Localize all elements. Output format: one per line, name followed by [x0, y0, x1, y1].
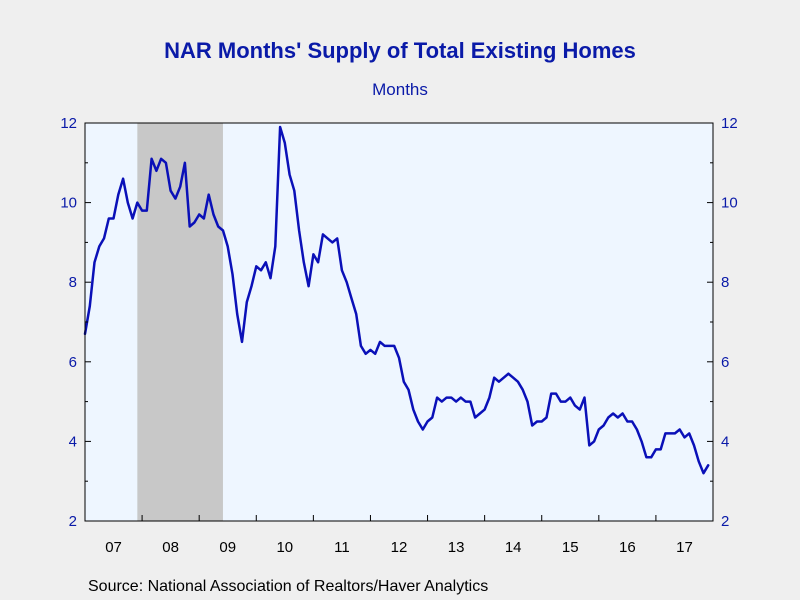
chart-title: NAR Months' Supply of Total Existing Hom…: [164, 38, 636, 63]
y-tick-label-right: 6: [721, 354, 729, 371]
x-tick-label: 13: [448, 539, 465, 556]
y-tick-label-left: 6: [69, 354, 77, 371]
x-tick-label: 11: [334, 539, 350, 556]
y-tick-label-right: 12: [721, 115, 738, 132]
y-tick-label-right: 8: [721, 274, 729, 291]
x-tick-label: 17: [676, 539, 693, 556]
x-tick-label: 16: [619, 539, 636, 556]
x-axis: 07 08 09 10 11 12 13 14 15 16 17: [84, 515, 714, 556]
y-axis-left: 2 4 6 8 10 12: [60, 115, 91, 530]
y-tick-label-left: 8: [69, 274, 77, 291]
y-tick-label-left: 12: [60, 115, 77, 132]
y-tick-label-left: 10: [60, 195, 77, 212]
y-axis-right: 2 4 6 8 10 12: [707, 115, 738, 530]
y-tick-label-left: 4: [69, 433, 77, 450]
y-tick-label-right: 10: [721, 195, 738, 212]
x-tick-label: 09: [219, 539, 236, 556]
line-layer: [83, 125, 710, 475]
source-note: Source: National Association of Realtors…: [88, 578, 489, 595]
x-tick-label: 15: [562, 539, 579, 556]
chart-subtitle: Months: [372, 80, 428, 99]
x-tick-label: 08: [162, 539, 179, 556]
x-tick-label: 14: [505, 539, 522, 556]
series-line-0: [83, 125, 710, 475]
x-tick-label: 12: [391, 539, 408, 556]
y-tick-label-right: 4: [721, 433, 729, 450]
y-tick-label-left: 2: [69, 513, 77, 530]
x-tick-label: 07: [105, 539, 122, 556]
x-tick-label: 10: [276, 539, 293, 556]
y-tick-label-right: 2: [721, 513, 729, 530]
